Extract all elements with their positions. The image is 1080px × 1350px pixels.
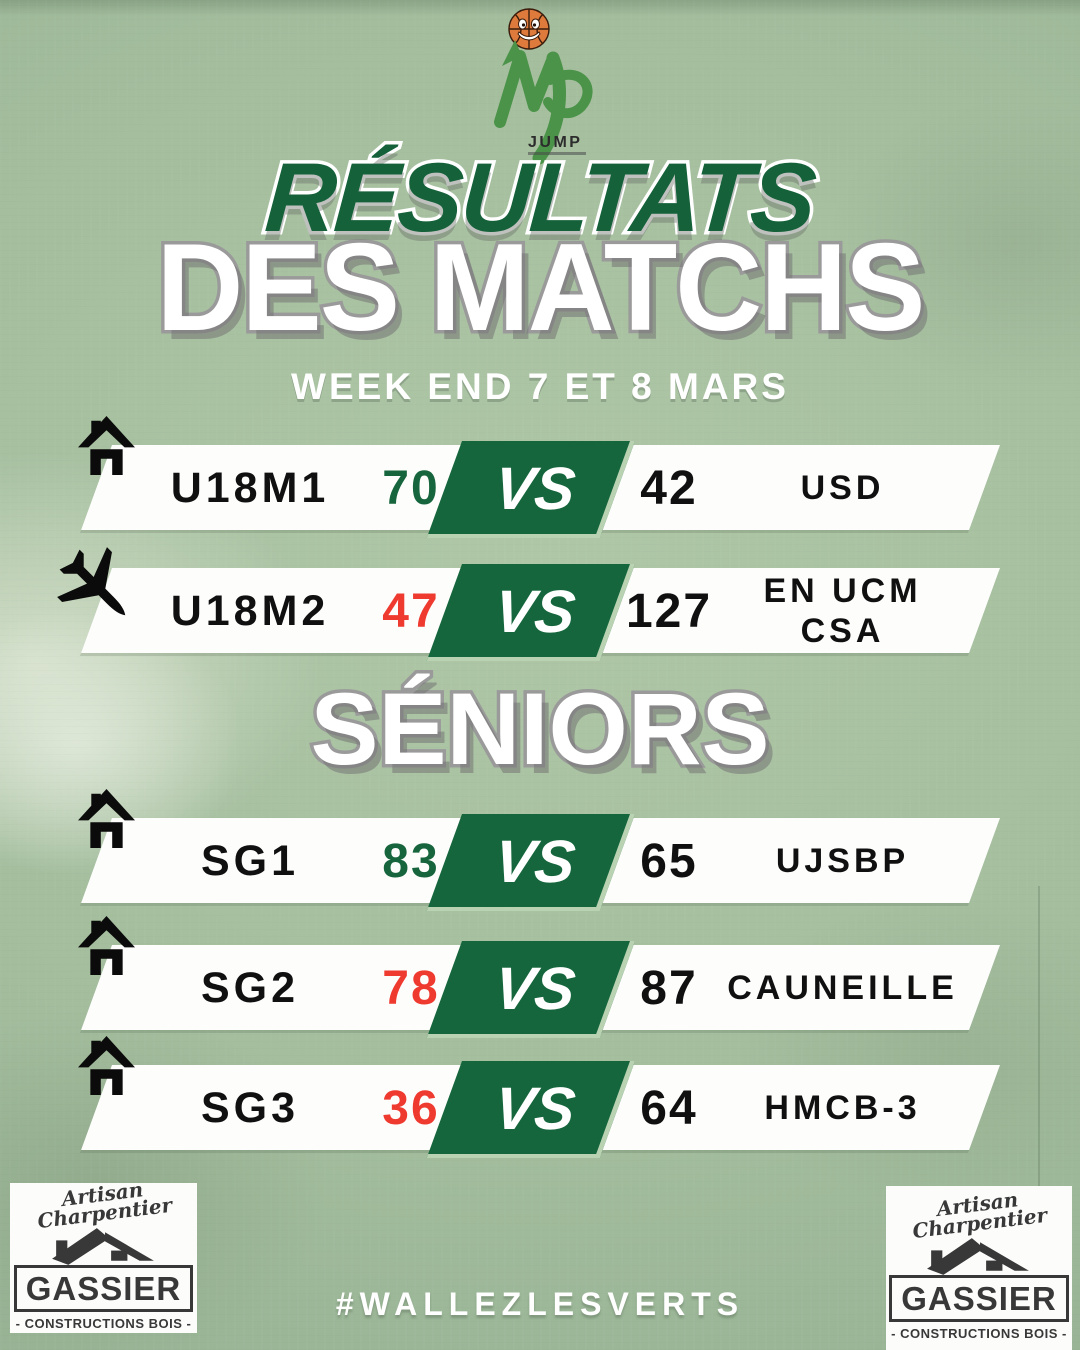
sponsor-name: GASSIER [889, 1274, 1069, 1323]
vs-label: VS [491, 1075, 579, 1142]
club-logo: JUMP [494, 8, 593, 165]
home-icon [78, 1036, 135, 1095]
vs-label: VS [491, 455, 579, 522]
opponent-score: 64 [640, 1082, 698, 1135]
home-icon [78, 916, 135, 975]
logo-club-name: JUMP [528, 134, 582, 151]
sponsor-logo-gassier-left: Artisan Charpentier GASSIER - CONSTRUCTI… [10, 1177, 197, 1333]
vs-label: VS [491, 955, 579, 1022]
match-row-sg2: VS SG2 78 87 CAUNEILLE [0, 916, 1080, 1038]
opponent-name-line1: EN UCM [763, 571, 922, 610]
team-score: 36 [382, 1082, 440, 1135]
opponent-name: USD [800, 469, 885, 507]
match-row-sg3: VS SG3 36 64 HMCB-3 [0, 1036, 1080, 1158]
opponent-score: 127 [625, 585, 713, 638]
team-score: 70 [382, 462, 440, 515]
poster-title-line1: RÉSULTATS [259, 139, 822, 256]
sponsor-script-text: Artisan Charpentier [34, 1177, 173, 1233]
sponsor-name: GASSIER [13, 1264, 194, 1313]
home-icon [78, 789, 135, 848]
vs-label: VS [491, 578, 579, 645]
team-score: 83 [382, 835, 440, 888]
roof-icon [51, 1228, 154, 1265]
opponent-score: 87 [640, 962, 698, 1015]
away-plane-icon [50, 540, 144, 634]
roof-icon [927, 1238, 1029, 1275]
monogram-arrow [502, 40, 522, 66]
team-score: 47 [382, 585, 440, 638]
sponsor-tagline: - CONSTRUCTIONS BOIS - [15, 1316, 192, 1332]
seniors-section-heading: SÉNIORS [307, 672, 773, 786]
opponent-name: HMCB-3 [764, 1089, 921, 1127]
opponent-name: CAUNEILLE [727, 969, 958, 1007]
match-row-u18m1: VS U18M1 70 42 USD [0, 416, 1080, 538]
opponent-score: 65 [640, 835, 698, 888]
sponsor-tagline: - CONSTRUCTIONS BOIS - [891, 1326, 1067, 1342]
basketball-icon [508, 8, 550, 50]
team-code: SG2 [200, 964, 300, 1012]
team-code: SG3 [200, 1084, 300, 1132]
team-code: SG1 [200, 837, 300, 885]
match-row-u18m2: VS U18M2 47 127 EN UCM CSA [0, 547, 1080, 661]
texture-scratch [1038, 886, 1040, 1350]
team-code: U18M1 [170, 464, 330, 512]
team-score: 78 [382, 962, 440, 1015]
home-icon [78, 416, 135, 475]
vs-label: VS [491, 828, 579, 895]
sponsor-script-text: Artisan Charpentier [910, 1187, 1048, 1243]
mp-monogram [494, 50, 593, 165]
weekend-date-subtitle: WEEK END 7 ET 8 MARS [291, 366, 789, 407]
match-row-sg1: VS SG1 83 65 UJSBP [0, 789, 1080, 911]
sponsor-logo-gassier-right: Artisan Charpentier GASSIER - CONSTRUCTI… [886, 1186, 1072, 1350]
team-code: U18M2 [170, 587, 330, 635]
opponent-name: UJSBP [775, 842, 910, 880]
poster-title-line2: DES MATCHS [153, 219, 929, 357]
opponent-score: 42 [640, 462, 698, 515]
opponent-name-line2: CSA [800, 611, 885, 650]
hashtag: #WALLEZLESVERTS [335, 1286, 745, 1322]
logo-tagline-smallprint [528, 152, 586, 155]
opponent-name: EN UCM CSA [700, 568, 985, 653]
